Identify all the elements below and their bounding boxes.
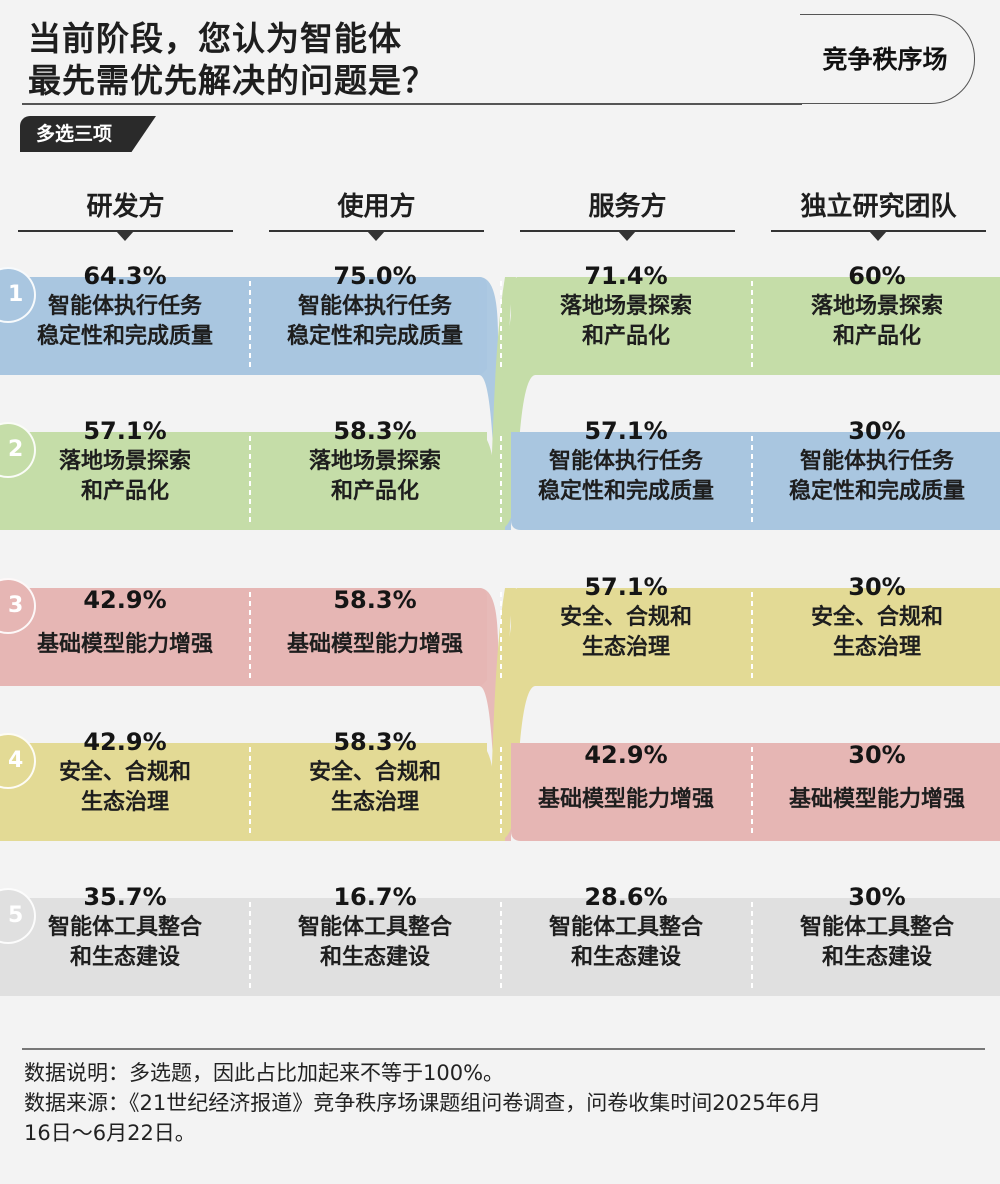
issue-label: 落地场景探索 和产品化 bbox=[559, 294, 692, 349]
connector-up-body-1 bbox=[481, 277, 535, 530]
issue-label: 安全、合规和 生态治理 bbox=[559, 605, 692, 660]
percent-label: 64.3% bbox=[83, 262, 167, 290]
percent-label: 58.3% bbox=[333, 586, 417, 614]
issue-label: 智能体工具整合 和生态建设 bbox=[799, 915, 954, 970]
cell-rank-3-service: 57.1% 安全、合规和 生态治理 bbox=[501, 572, 751, 663]
cell-rank-1-developer: 64.3% 智能体执行任务 稳定性和完成质量 bbox=[0, 261, 250, 352]
data-note: 数据说明：多选题，因此占比加起来不等于100%。 bbox=[24, 1061, 505, 1085]
issue-label: 安全、合规和 生态治理 bbox=[58, 760, 191, 815]
band-left-rank-2 bbox=[0, 432, 487, 530]
percent-label: 30% bbox=[848, 741, 906, 769]
title-line-2: 最先需优先解决的问题是？ bbox=[28, 61, 436, 100]
cell-rank-2-user: 58.3% 落地场景探索 和产品化 bbox=[250, 416, 500, 507]
connector-up-body-2 bbox=[481, 588, 535, 841]
issue-label: 基础模型能力增强 bbox=[788, 787, 965, 812]
cell-rank-1-service: 71.4% 落地场景探索 和产品化 bbox=[501, 261, 751, 352]
column-arrow-service bbox=[618, 231, 636, 241]
cell-rank-1-research: 60% 落地场景探索 和产品化 bbox=[752, 261, 1000, 352]
column-header-research: 独立研究团队 bbox=[800, 192, 957, 222]
issue-label: 基础模型能力增强 bbox=[286, 632, 463, 657]
column-header-service: 服务方 bbox=[588, 192, 667, 222]
issue-label: 智能体执行任务 稳定性和完成质量 bbox=[36, 294, 213, 349]
cell-rank-2-research: 30% 智能体执行任务 稳定性和完成质量 bbox=[752, 416, 1000, 507]
issue-label: 智能体工具整合 和生态建设 bbox=[548, 915, 703, 970]
footer-rule bbox=[22, 1048, 985, 1050]
percent-label: 42.9% bbox=[83, 728, 167, 756]
cell-rank-4-research: 30% 基础模型能力增强 bbox=[752, 740, 1000, 815]
column-arrow-research bbox=[869, 231, 887, 241]
percent-label: 71.4% bbox=[584, 262, 668, 290]
cell-rank-4-developer: 42.9% 安全、合规和 生态治理 bbox=[0, 727, 250, 818]
column-arrow-developer bbox=[116, 231, 134, 241]
column-header-developer: 研发方 bbox=[86, 192, 165, 222]
brand-logo: 竞争秩序场 bbox=[822, 45, 948, 74]
issue-label: 基础模型能力增强 bbox=[537, 787, 714, 812]
column-header-user: 使用方 bbox=[337, 192, 416, 222]
cell-rank-5-research: 30% 智能体工具整合 和生态建设 bbox=[752, 882, 1000, 973]
percent-label: 57.1% bbox=[83, 417, 167, 445]
percent-label: 60% bbox=[848, 262, 906, 290]
cell-rank-3-developer: 42.9% 基础模型能力增强 bbox=[0, 585, 250, 660]
band-left-rank-1 bbox=[0, 277, 487, 375]
percent-label: 42.9% bbox=[83, 586, 167, 614]
percent-label: 16.7% bbox=[333, 883, 417, 911]
percent-label: 30% bbox=[848, 573, 906, 601]
cell-rank-5-developer: 35.7% 智能体工具整合 和生态建设 bbox=[0, 882, 250, 973]
band-right-rank-1 bbox=[511, 277, 1000, 375]
cell-rank-1-user: 75.0% 智能体执行任务 稳定性和完成质量 bbox=[250, 261, 500, 352]
issue-label: 落地场景探索 和产品化 bbox=[308, 449, 441, 504]
column-arrow-user bbox=[367, 231, 385, 241]
issue-label: 智能体工具整合 和生态建设 bbox=[47, 915, 202, 970]
band-left-rank-3 bbox=[0, 588, 487, 686]
title-line-1: 当前阶段，您认为智能体 bbox=[28, 19, 402, 58]
data-source-continued: 16日～6月22日。 bbox=[24, 1121, 196, 1145]
percent-label: 57.1% bbox=[584, 573, 668, 601]
cell-rank-3-user: 58.3% 基础模型能力增强 bbox=[250, 585, 500, 660]
cell-rank-2-developer: 57.1% 落地场景探索 和产品化 bbox=[0, 416, 250, 507]
percent-label: 75.0% bbox=[333, 262, 417, 290]
percent-label: 58.3% bbox=[333, 728, 417, 756]
cell-rank-5-service: 28.6% 智能体工具整合 和生态建设 bbox=[501, 882, 751, 973]
issue-label: 基础模型能力增强 bbox=[36, 632, 213, 657]
percent-label: 30% bbox=[848, 883, 906, 911]
cell-rank-3-research: 30% 安全、合规和 生态治理 bbox=[752, 572, 1000, 663]
cell-rank-4-service: 42.9% 基础模型能力增强 bbox=[501, 740, 751, 815]
percent-label: 42.9% bbox=[584, 741, 668, 769]
issue-label: 智能体工具整合 和生态建设 bbox=[297, 915, 452, 970]
cell-rank-5-user: 16.7% 智能体工具整合 和生态建设 bbox=[250, 882, 500, 973]
cell-rank-2-service: 57.1% 智能体执行任务 稳定性和完成质量 bbox=[501, 416, 751, 507]
band-right-rank-4 bbox=[511, 743, 1000, 841]
percent-label: 57.1% bbox=[584, 417, 668, 445]
data-source: 数据来源：《21世纪经济报道》竞争秩序场课题组问卷调查，问卷收集时间2025年6… bbox=[24, 1091, 822, 1115]
issue-label: 智能体执行任务 稳定性和完成质量 bbox=[286, 294, 463, 349]
issue-label: 落地场景探索 和产品化 bbox=[810, 294, 943, 349]
issue-label: 智能体执行任务 稳定性和完成质量 bbox=[788, 449, 965, 504]
page-title: 当前阶段，您认为智能体 最先需优先解决的问题是？ bbox=[28, 18, 436, 102]
header-rule bbox=[22, 103, 802, 105]
issue-label: 落地场景探索 和产品化 bbox=[58, 449, 191, 504]
band-left-rank-4 bbox=[0, 743, 487, 841]
multi-choice-badge: 多选三项 bbox=[20, 116, 156, 152]
percent-label: 30% bbox=[848, 417, 906, 445]
issue-label: 智能体执行任务 稳定性和完成质量 bbox=[537, 449, 714, 504]
band-right-rank-2 bbox=[511, 432, 1000, 530]
issue-label: 安全、合规和 生态治理 bbox=[308, 760, 441, 815]
percent-label: 35.7% bbox=[83, 883, 167, 911]
cell-rank-4-user: 58.3% 安全、合规和 生态治理 bbox=[250, 727, 500, 818]
issue-label: 安全、合规和 生态治理 bbox=[810, 605, 943, 660]
brand-frame bbox=[800, 14, 975, 104]
percent-label: 28.6% bbox=[584, 883, 668, 911]
band-right-rank-3 bbox=[511, 588, 1000, 686]
percent-label: 58.3% bbox=[333, 417, 417, 445]
